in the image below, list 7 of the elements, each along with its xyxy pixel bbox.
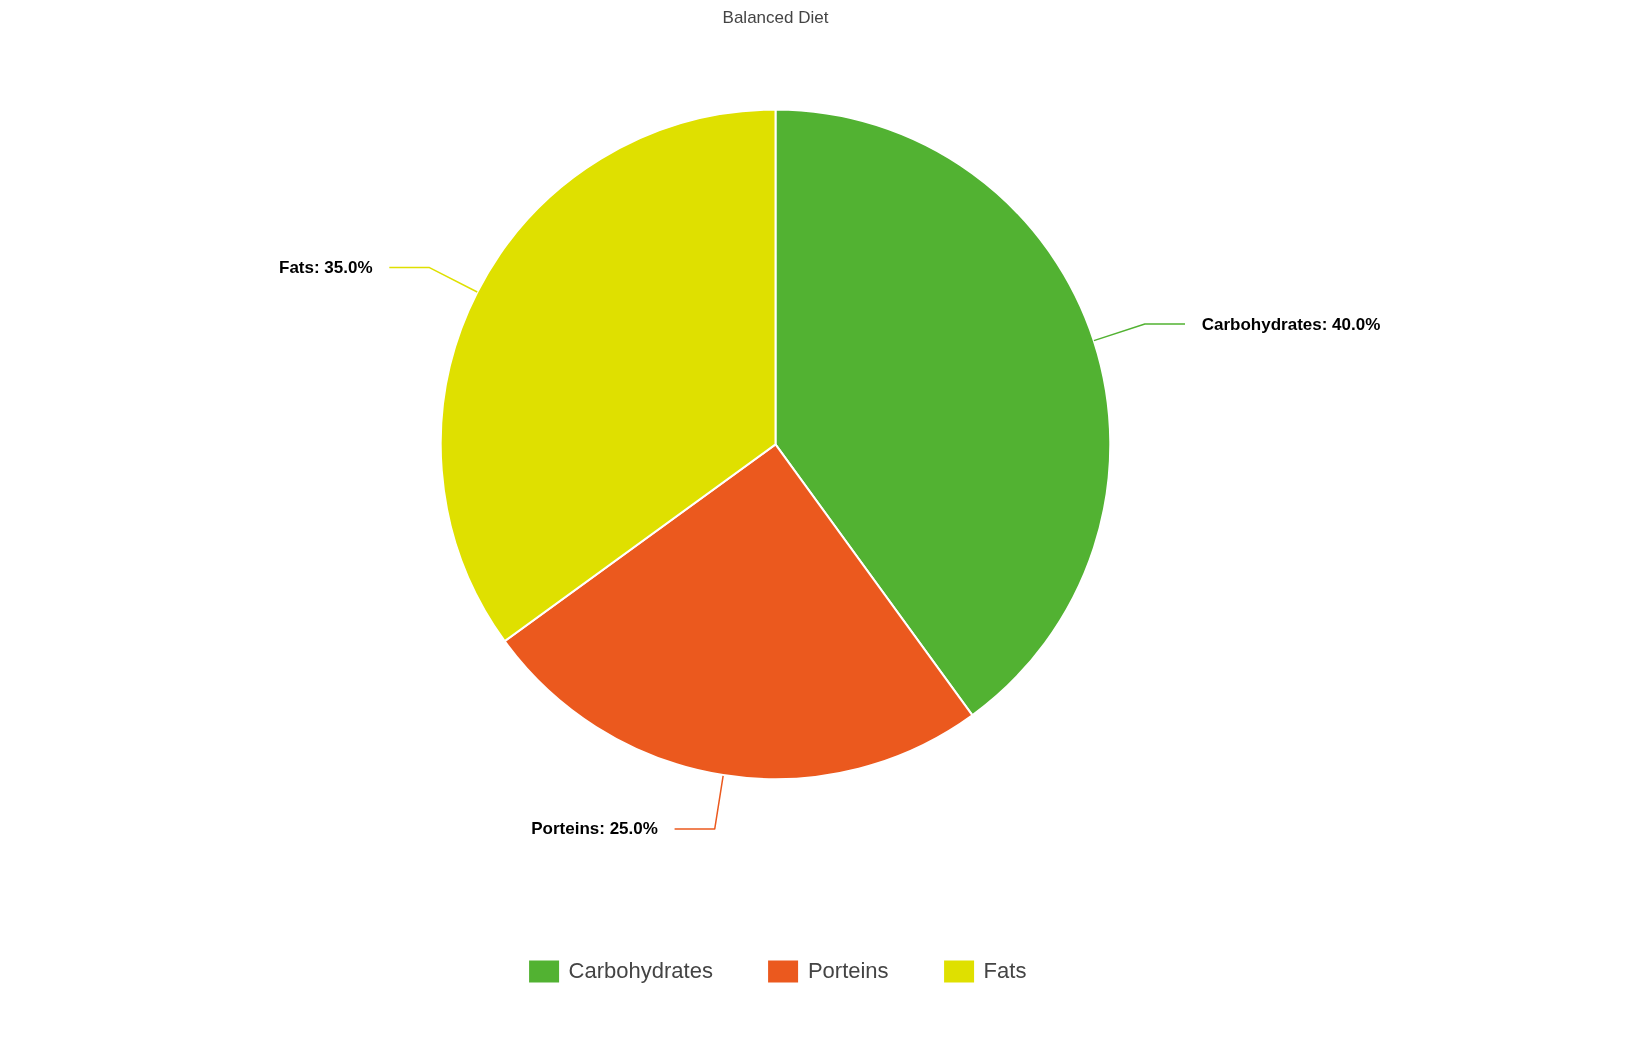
legend-label: Porteins (807, 958, 889, 984)
data-label: Fats: 35.0% (279, 258, 373, 278)
data-label: Porteins: 25.0% (531, 819, 658, 839)
data-label: Carbohydrates: 40.0% (1201, 314, 1381, 334)
legend-label: Fats (983, 958, 1027, 984)
legend-label: Carbohydrates (568, 958, 713, 984)
chart-title: Balanced Diet (722, 7, 829, 27)
